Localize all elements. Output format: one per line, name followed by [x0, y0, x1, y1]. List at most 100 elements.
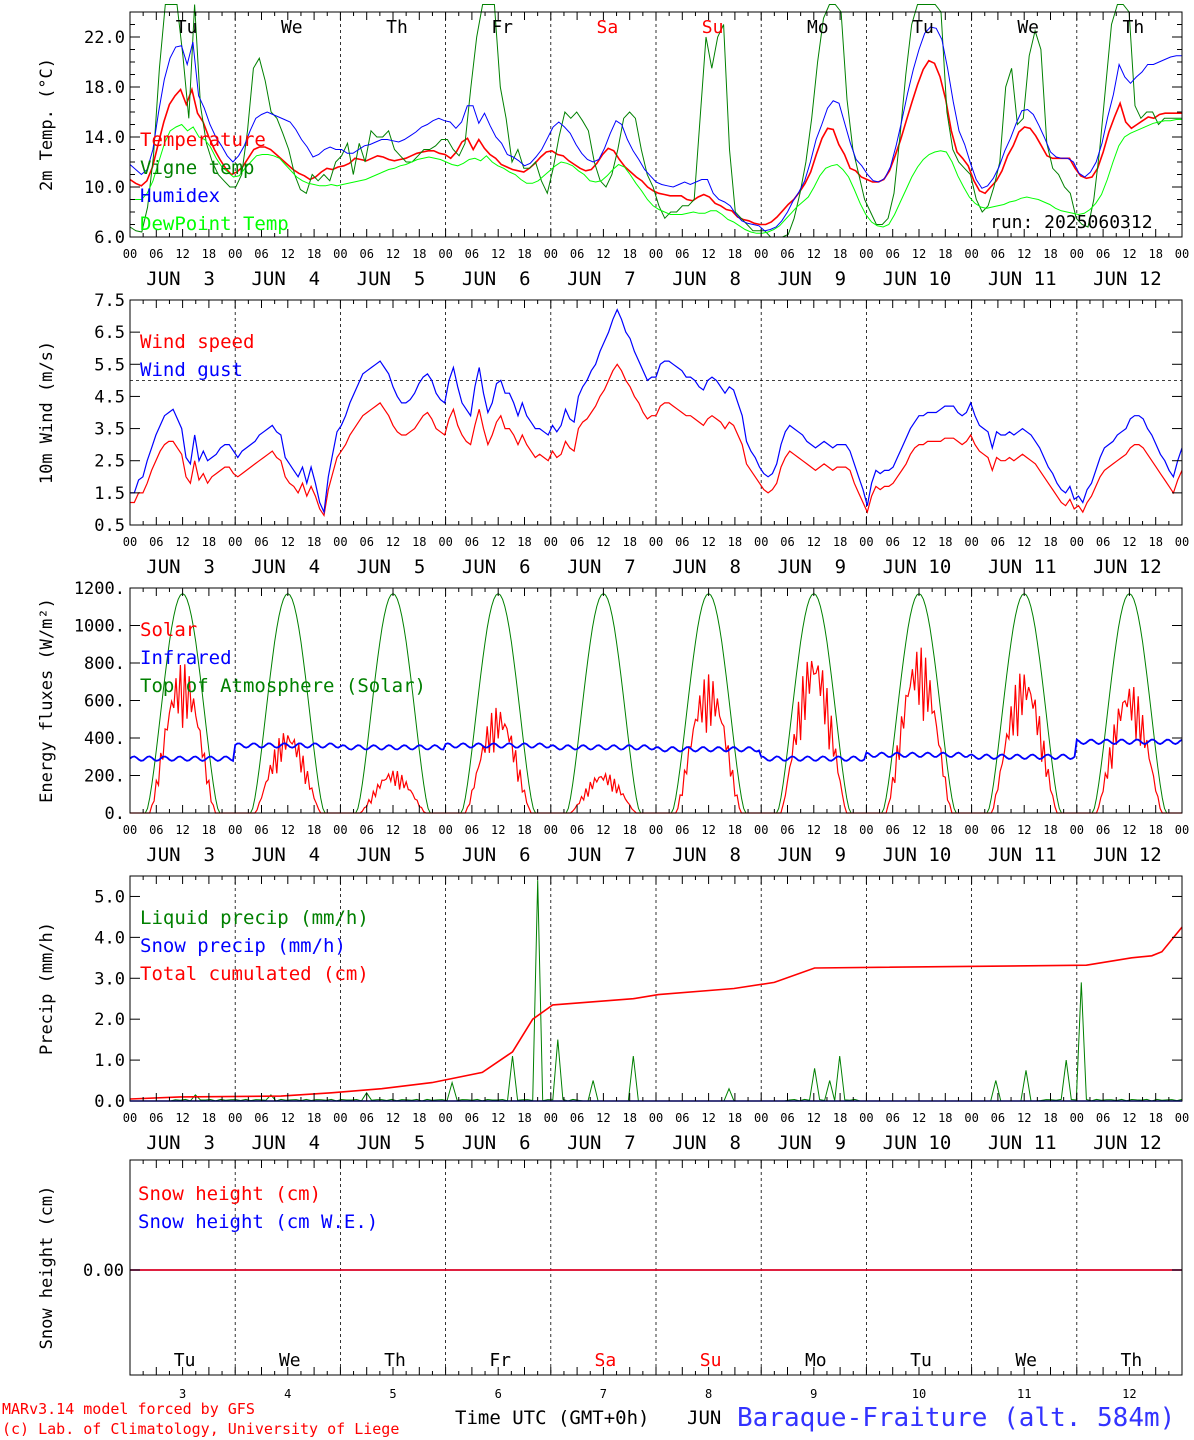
hour-tick-label: 06 — [149, 1111, 163, 1125]
hour-tick-label: 06 — [359, 823, 373, 837]
hour-tick-label: 18 — [833, 535, 847, 549]
hour-tick-label: 12 — [1122, 823, 1136, 837]
date-label: JUN 9 — [777, 844, 846, 866]
day-number: 8 — [705, 1387, 712, 1401]
hour-tick-label: 12 — [1017, 247, 1031, 261]
series-line-humidex — [129, 26, 1182, 232]
y-tick-label: 1200. — [74, 579, 125, 599]
date-label: JUN 7 — [567, 1132, 636, 1154]
date-label: JUN 3 — [146, 556, 215, 578]
legend-entry: Humidex — [140, 185, 220, 207]
hour-tick-label: 00 — [1175, 1111, 1189, 1125]
day-label: Th — [1123, 17, 1145, 38]
hour-tick-label: 12 — [175, 535, 189, 549]
hour-tick-label: 18 — [728, 247, 742, 261]
hour-tick-label: 06 — [1096, 1111, 1110, 1125]
station-label: Baraque-Fraiture (alt. 584m) — [737, 1403, 1175, 1433]
date-label: JUN 5 — [357, 844, 426, 866]
x-axis-month: JUN — [687, 1407, 721, 1429]
date-label: JUN 10 — [883, 268, 952, 290]
x-axis-title: Time UTC (GMT+0h) — [455, 1407, 649, 1429]
date-label: JUN 11 — [988, 1132, 1057, 1154]
panel-frame-3 — [129, 587, 1183, 814]
day-label: Fr — [489, 1350, 511, 1371]
hour-tick-label: 00 — [859, 823, 873, 837]
day-number: 4 — [284, 1387, 291, 1401]
hour-tick-label: 12 — [912, 1111, 926, 1125]
day-label: Mo — [805, 1350, 827, 1371]
text-layer: 00 06 12 18 00 06 12 18 00 06 12 18 00 06 12 18 00 06 12 18… — [37, 17, 1189, 1401]
hour-tick-label: 18 — [938, 823, 952, 837]
legend-entry: Infrared — [140, 647, 232, 669]
date-label: JUN 7 — [567, 844, 636, 866]
hour-tick-label: 00 — [1070, 1111, 1084, 1125]
hour-tick-label: 06 — [465, 535, 479, 549]
hour-tick-label: 00 — [754, 535, 768, 549]
hour-tick-label: 06 — [359, 247, 373, 261]
hour-tick-label: 00 — [123, 823, 137, 837]
hour-tick-label: 06 — [149, 535, 163, 549]
hour-tick-label: 18 — [728, 1111, 742, 1125]
hour-tick-label: 18 — [1148, 535, 1162, 549]
hour-tick-label: 18 — [307, 535, 321, 549]
y-tick-label: 18.0 — [84, 78, 125, 98]
hour-tick-label: 00 — [544, 247, 558, 261]
hour-tick-label: 18 — [833, 1111, 847, 1125]
day-label: Su — [702, 17, 724, 38]
hour-tick-label: 00 — [228, 1111, 242, 1125]
hour-tick-label: 12 — [912, 247, 926, 261]
hour-tick-label: 00 — [649, 1111, 663, 1125]
y-tick-label: 2.5 — [94, 452, 125, 472]
hour-tick-label: 12 — [807, 247, 821, 261]
hour-tick-label: 06 — [675, 823, 689, 837]
hour-tick-label: 06 — [991, 1111, 1005, 1125]
y-axis-label: Energy fluxes (W/m²) — [37, 598, 57, 803]
hour-tick-label: 18 — [1148, 1111, 1162, 1125]
hour-tick-label: 18 — [622, 1111, 636, 1125]
hour-tick-label: 18 — [412, 823, 426, 837]
hour-tick-label: 00 — [438, 247, 452, 261]
hour-tick-label: 18 — [202, 535, 216, 549]
day-label: We — [281, 17, 303, 38]
hour-tick-label: 12 — [491, 1111, 505, 1125]
hour-tick-label: 12 — [281, 1111, 295, 1125]
hour-tick-label: 06 — [991, 535, 1005, 549]
day-number: 11 — [1017, 1387, 1031, 1401]
legend-entry: Wind gust — [140, 359, 243, 381]
hour-tick-label: 00 — [544, 823, 558, 837]
date-label: JUN 4 — [251, 556, 320, 578]
hour-tick-label: 00 — [333, 823, 347, 837]
axes-layer — [129, 11, 1183, 1376]
y-tick-label: 10.0 — [84, 178, 125, 198]
y-axis-label: 2m Temp. (°C) — [37, 58, 57, 191]
hour-tick-label: 00 — [1070, 535, 1084, 549]
hour-tick-label: 00 — [123, 1111, 137, 1125]
hour-tick-label: 06 — [780, 247, 794, 261]
hour-tick-label: 18 — [412, 1111, 426, 1125]
y-tick-label: 4.0 — [94, 928, 125, 948]
series-line-wind-gust — [130, 308, 1183, 515]
hour-tick-label: 12 — [175, 1111, 189, 1125]
hour-tick-label: 18 — [517, 247, 531, 261]
hour-tick-label: 00 — [754, 823, 768, 837]
hour-tick-label: 06 — [254, 247, 268, 261]
legend-entry: DewPoint Temp — [140, 213, 289, 235]
day-label: Mo — [807, 17, 829, 38]
y-axis-label: 10m Wind (m/s) — [37, 341, 57, 484]
hour-tick-label: 12 — [491, 247, 505, 261]
hour-tick-label: 06 — [675, 1111, 689, 1125]
legend-entry: Temperature — [140, 129, 266, 151]
y-tick-label: 14.0 — [84, 128, 125, 148]
hour-tick-label: 18 — [412, 535, 426, 549]
hour-tick-label: 18 — [1148, 823, 1162, 837]
hour-tick-label: 18 — [202, 247, 216, 261]
day-label: Tu — [910, 1350, 932, 1371]
y-tick-label: 200. — [84, 767, 125, 787]
hour-tick-label: 18 — [938, 247, 952, 261]
hour-tick-label: 00 — [1175, 535, 1189, 549]
hour-tick-label: 00 — [333, 1111, 347, 1125]
hour-tick-label: 12 — [386, 247, 400, 261]
hour-tick-label: 12 — [1017, 535, 1031, 549]
legend-entry: Snow height (cm) — [138, 1183, 321, 1205]
y-tick-label: 0.00 — [83, 1261, 124, 1281]
